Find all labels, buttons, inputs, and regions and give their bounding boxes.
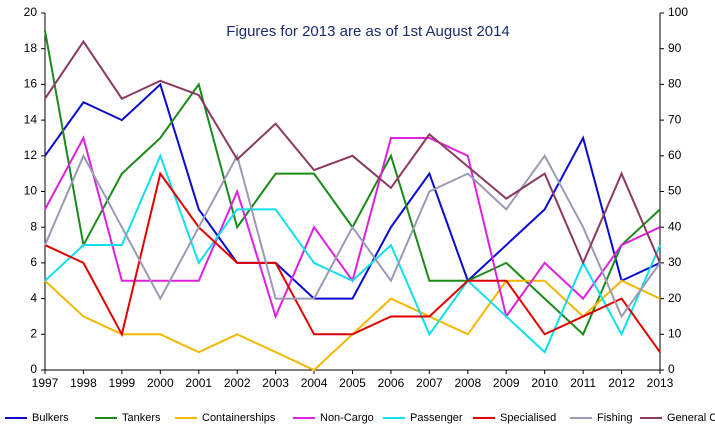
series-line <box>44 153 661 354</box>
y-tick-label: 18 <box>24 41 38 55</box>
y2-tick-label: 70 <box>668 112 682 126</box>
legend-label: Fishing <box>597 412 632 424</box>
y-tick-label: 20 <box>24 5 38 19</box>
series-line <box>44 82 661 300</box>
x-tick-label: 1999 <box>109 376 136 390</box>
y-tick-label: 6 <box>30 255 37 269</box>
x-tick-label: 2005 <box>339 376 366 390</box>
series-line <box>44 39 661 266</box>
x-tick-label: 2003 <box>262 376 289 390</box>
y-tick-label: 2 <box>30 326 37 340</box>
legend-label: Passenger <box>410 412 463 424</box>
legend-label: Bulkers <box>32 412 69 424</box>
x-tick-label: 2006 <box>378 376 405 390</box>
y-tick-label: 0 <box>30 362 37 376</box>
y2-tick-label: 0 <box>668 362 675 376</box>
y2-tick-label: 30 <box>668 255 682 269</box>
y-tick-label: 12 <box>24 148 38 162</box>
series-line <box>44 279 661 372</box>
legend-label: Specialised <box>500 412 556 424</box>
x-tick-label: 2002 <box>224 376 251 390</box>
y2-tick-label: 40 <box>668 219 682 233</box>
x-tick-label: 1997 <box>32 376 59 390</box>
x-tick-label: 2011 <box>570 376 596 390</box>
y2-tick-label: 10 <box>668 326 682 340</box>
y-tick-label: 8 <box>30 219 37 233</box>
x-tick-label: 2000 <box>147 376 174 390</box>
y2-tick-label: 50 <box>668 184 682 198</box>
y-tick-label: 14 <box>24 112 38 126</box>
y2-tick-label: 60 <box>668 148 682 162</box>
x-tick-label: 2009 <box>493 376 520 390</box>
series-line <box>44 171 661 353</box>
x-tick-label: 2004 <box>301 376 328 390</box>
y-tick-label: 10 <box>24 184 38 198</box>
x-tick-label: 2013 <box>647 376 674 390</box>
x-tick-label: 1998 <box>70 376 97 390</box>
x-tick-label: 2007 <box>416 376 443 390</box>
x-tick-label: 2001 <box>185 376 212 390</box>
x-tick-label: 2008 <box>454 376 481 390</box>
y-tick-label: 16 <box>24 77 38 91</box>
y2-tick-label: 90 <box>668 41 682 55</box>
annotation: Figures for 2013 are as of 1st August 20… <box>226 23 510 40</box>
series-line <box>44 153 661 319</box>
y2-tick-label: 100 <box>668 5 688 19</box>
y2-tick-label: 20 <box>668 291 682 305</box>
legend-label: Tankers <box>122 412 161 424</box>
legend-label: Containerships <box>202 412 276 424</box>
x-tick-label: 2012 <box>608 376 635 390</box>
legend-label: Non-Cargo <box>320 412 374 424</box>
legend-label: General Cargo <box>667 412 715 424</box>
y2-tick-label: 80 <box>668 77 682 91</box>
y-tick-label: 4 <box>30 291 37 305</box>
series-line <box>44 30 661 336</box>
x-tick-label: 2010 <box>531 376 558 390</box>
